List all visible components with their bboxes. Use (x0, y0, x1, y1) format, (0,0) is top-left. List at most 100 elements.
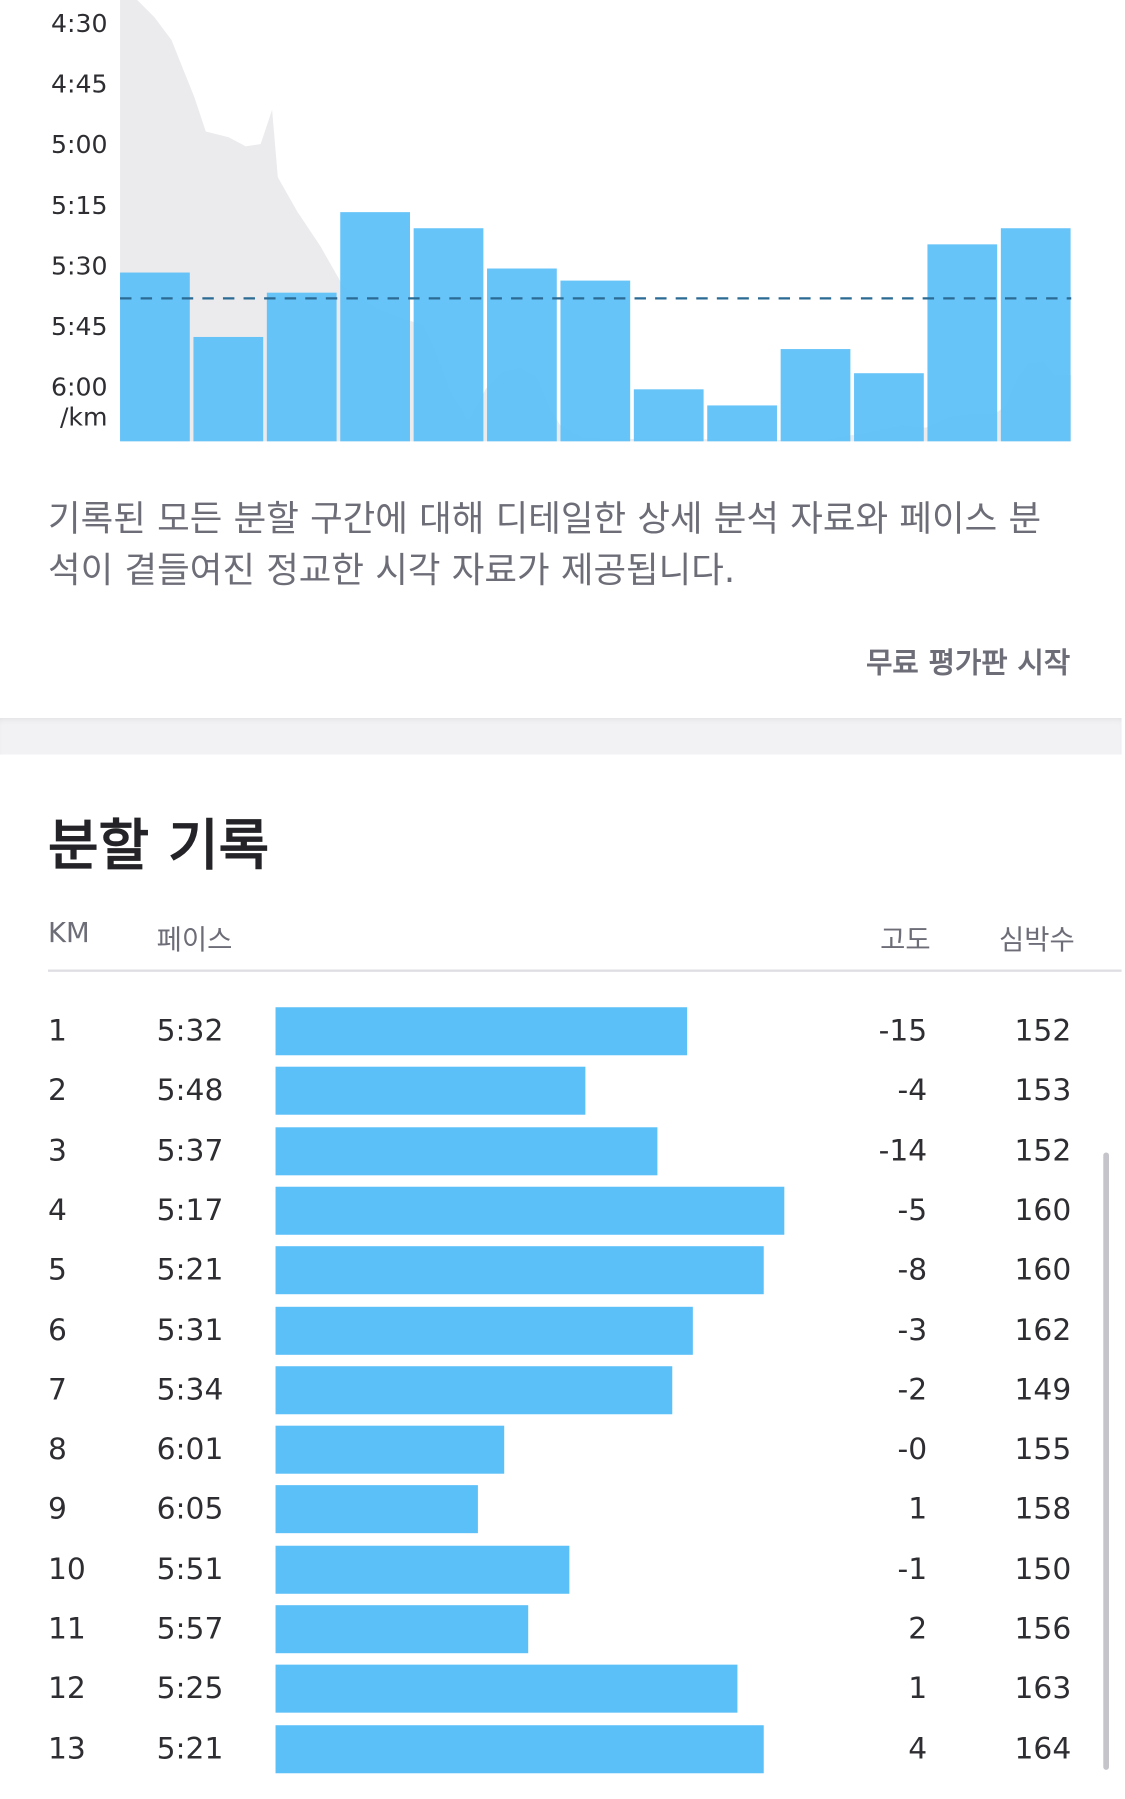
split-pace: 5:31 (156, 1313, 224, 1348)
split-elevation: -8 (897, 1253, 928, 1288)
split-row: 8 6:01 -0 155 (0, 1425, 1122, 1485)
pace-bar (487, 268, 557, 442)
split-pace: 6:01 (156, 1432, 224, 1467)
pace-bar (120, 272, 190, 442)
split-pace: 5:57 (156, 1612, 224, 1647)
split-row: 2 5:48 -4 153 (0, 1067, 1122, 1126)
split-km: 7 (48, 1372, 67, 1408)
split-heart-rate: 153 (1014, 1073, 1072, 1109)
split-pace: 5:21 (156, 1731, 224, 1766)
y-tick-label: 5:45 (51, 312, 107, 341)
split-km: 12 (48, 1671, 86, 1707)
splits-title: 분할 기록 (48, 814, 270, 879)
split-elevation: -4 (897, 1073, 928, 1109)
split-pace-bar (275, 1366, 672, 1415)
split-row: 5 5:21 -8 160 (0, 1246, 1122, 1305)
split-pace: 6:05 (156, 1492, 224, 1527)
y-unit-label: /km (60, 402, 108, 431)
split-heart-rate: 162 (1014, 1313, 1072, 1348)
split-elevation: -15 (878, 1014, 928, 1049)
split-pace: 5:51 (156, 1552, 224, 1587)
split-elevation: -0 (897, 1432, 928, 1467)
split-pace: 5:37 (156, 1133, 224, 1168)
y-tick-label: 4:30 (51, 9, 107, 38)
split-km: 5 (48, 1253, 67, 1288)
split-pace-bar (275, 1724, 764, 1773)
split-pace: 5:21 (156, 1253, 224, 1288)
header-km: KM (48, 916, 90, 949)
split-heart-rate: 156 (1014, 1612, 1072, 1647)
split-row: 10 5:51 -1 150 (0, 1545, 1122, 1604)
pace-bar (340, 212, 410, 442)
split-row: 6 5:31 -3 162 (0, 1306, 1122, 1365)
pace-bar (413, 228, 484, 442)
split-pace: 5:32 (156, 1014, 224, 1049)
split-pace-bar (275, 1664, 738, 1714)
pace-bar (707, 405, 777, 442)
split-row: 9 6:05 1 158 (0, 1485, 1122, 1545)
scrollbar[interactable] (1103, 1152, 1110, 1770)
split-elevation: -14 (878, 1133, 928, 1168)
y-tick-label: 5:00 (51, 130, 107, 159)
split-heart-rate: 163 (1014, 1671, 1072, 1707)
header-elevation: 고도 (880, 923, 931, 956)
split-elevation: 2 (908, 1612, 928, 1647)
split-pace: 5:48 (156, 1073, 224, 1109)
split-pace-bar (275, 1425, 504, 1474)
split-elevation: -5 (897, 1193, 928, 1228)
split-row: 11 5:57 2 156 (0, 1605, 1122, 1664)
split-pace-bar (275, 1246, 764, 1295)
split-row: 12 5:25 1 163 (0, 1664, 1122, 1724)
pace-bar (927, 244, 998, 442)
split-km: 11 (48, 1612, 86, 1647)
split-pace-bar (275, 1306, 693, 1355)
y-tick-label: 5:15 (51, 191, 107, 220)
split-km: 9 (48, 1492, 67, 1527)
y-tick-label: 4:45 (51, 70, 107, 99)
split-pace-bar (275, 1485, 479, 1534)
pace-bar (1000, 228, 1071, 442)
split-km: 1 (48, 1014, 67, 1049)
split-row: 13 5:21 4 164 (0, 1724, 1122, 1784)
split-pace-bar (275, 1605, 529, 1654)
split-row: 3 5:37 -14 152 (0, 1126, 1122, 1186)
split-heart-rate: 155 (1014, 1432, 1072, 1467)
split-pace: 5:17 (156, 1193, 224, 1228)
split-km: 3 (48, 1133, 67, 1168)
split-pace: 5:34 (156, 1372, 224, 1408)
split-elevation: 1 (908, 1671, 928, 1707)
split-pace-bar (275, 1186, 785, 1235)
split-pace-bar (275, 1126, 657, 1175)
pace-bar (780, 349, 851, 442)
split-pace-bar (275, 1545, 570, 1594)
free-trial-button[interactable]: 무료 평가판 시작 (866, 645, 1071, 680)
split-km: 13 (48, 1731, 86, 1766)
split-heart-rate: 150 (1014, 1552, 1072, 1587)
split-row: 7 5:34 -2 149 (0, 1366, 1122, 1425)
split-heart-rate: 152 (1014, 1014, 1072, 1049)
split-heart-rate: 158 (1014, 1492, 1072, 1527)
header-pace: 페이스 (156, 923, 233, 956)
pace-bar (560, 280, 631, 442)
split-heart-rate: 152 (1014, 1133, 1072, 1168)
split-elevation: -1 (897, 1552, 928, 1587)
split-heart-rate: 164 (1014, 1731, 1072, 1766)
split-km: 10 (48, 1552, 86, 1587)
y-tick-label: 5:30 (51, 251, 107, 280)
split-elevation: -3 (897, 1313, 928, 1348)
split-elevation: -2 (897, 1372, 928, 1408)
split-pace: 5:25 (156, 1671, 224, 1707)
pace-bar (266, 292, 337, 442)
split-heart-rate: 160 (1014, 1253, 1072, 1288)
split-km: 8 (48, 1432, 67, 1467)
split-heart-rate: 149 (1014, 1372, 1072, 1408)
split-km: 2 (48, 1073, 67, 1109)
split-row: 4 5:17 -5 160 (0, 1186, 1122, 1246)
split-km: 6 (48, 1313, 67, 1348)
split-elevation: 4 (908, 1731, 928, 1766)
pace-chart: 4:30 4:45 5:00 5:15 5:30 5:45 6:00/km (51, 0, 1072, 442)
split-heart-rate: 160 (1014, 1193, 1072, 1228)
section-divider (0, 717, 1122, 755)
split-pace-bar (275, 1067, 586, 1116)
split-pace-bar (275, 1007, 687, 1056)
